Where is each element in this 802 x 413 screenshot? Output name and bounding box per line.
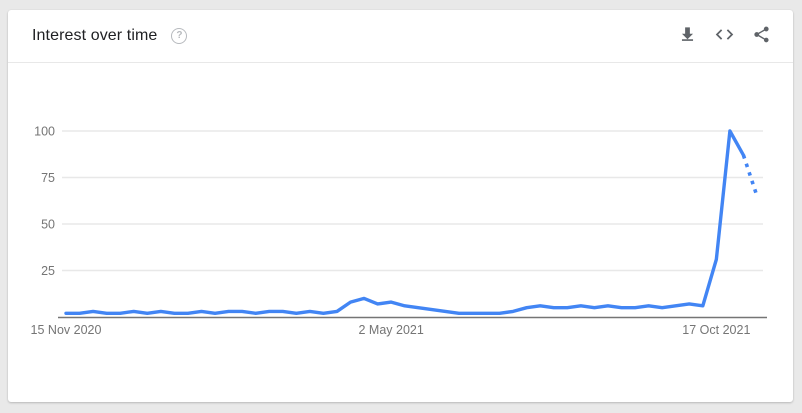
- share-button[interactable]: [749, 24, 773, 48]
- help-icon[interactable]: ?: [171, 28, 188, 44]
- svg-text:25: 25: [41, 264, 55, 278]
- interest-over-time-card: Interest over time ? 25 50 75 100 15 Nov 202…: [8, 10, 793, 402]
- embed-button[interactable]: [712, 24, 736, 48]
- svg-text:17 Oct 2021: 17 Oct 2021: [682, 323, 750, 337]
- svg-text:2 May 2021: 2 May 2021: [359, 323, 424, 337]
- download-button[interactable]: [675, 24, 699, 48]
- share-icon: [752, 25, 771, 47]
- card-header: Interest over time ?: [8, 10, 793, 63]
- svg-text:75: 75: [41, 171, 55, 185]
- header-actions: [662, 24, 773, 48]
- chart-area: 25 50 75 100 15 Nov 2020 2 May 2021 17 Oct 202…: [8, 63, 793, 401]
- download-icon: [678, 25, 697, 47]
- svg-text:100: 100: [34, 125, 55, 139]
- svg-text:50: 50: [41, 218, 55, 232]
- code-icon: [714, 24, 735, 48]
- interest-line-chart[interactable]: 25 50 75 100 15 Nov 2020 2 May 2021 17 Oct 202…: [8, 63, 793, 401]
- card-title: Interest over time: [32, 27, 158, 44]
- svg-text:15 Nov 2020: 15 Nov 2020: [31, 323, 102, 337]
